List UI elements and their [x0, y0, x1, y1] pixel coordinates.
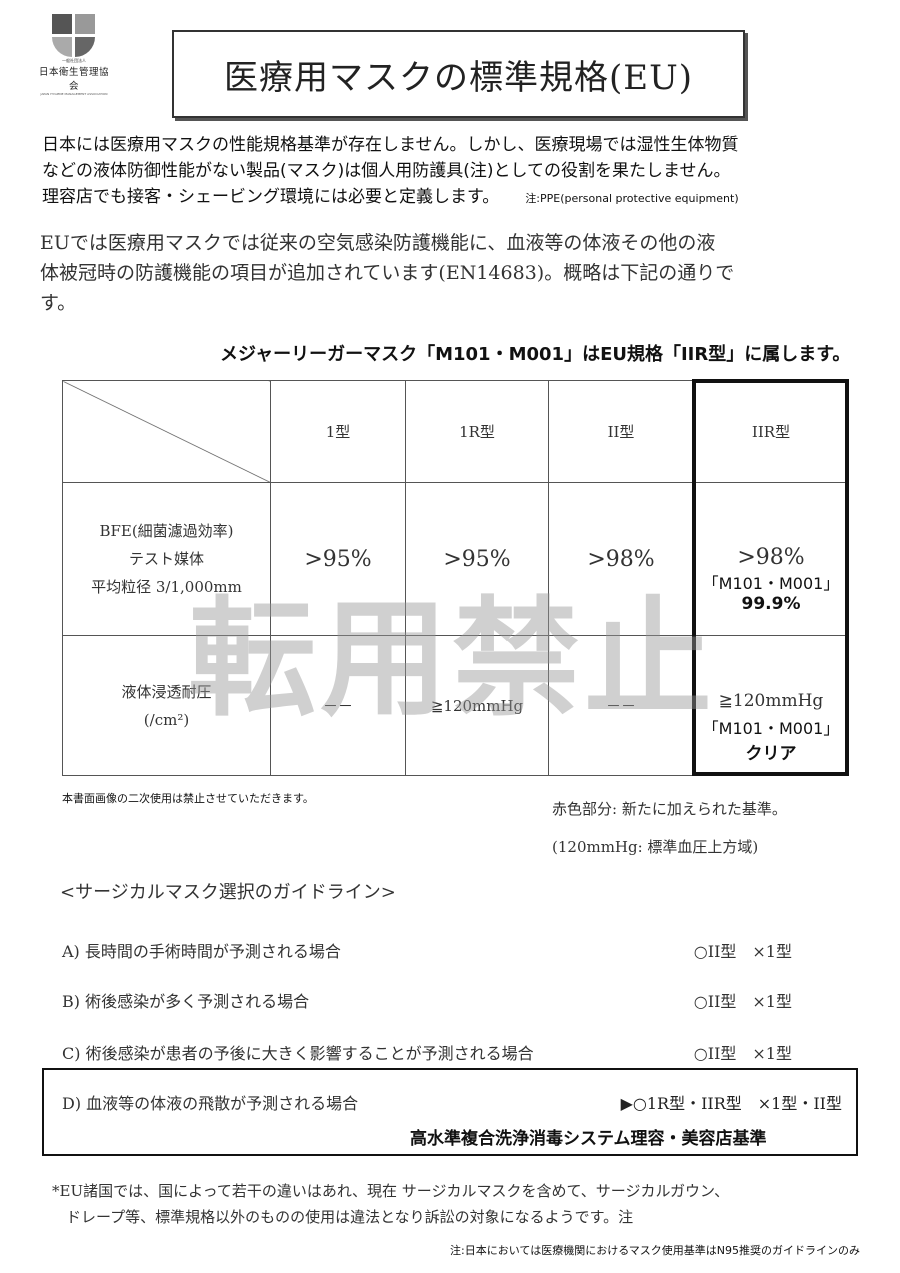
image-note: 本書面画像の二次使用は禁止させていただきます。: [62, 792, 314, 805]
highlight-column-frame: [692, 379, 849, 776]
paragraph-line: EUでは医療用マスクでは従来の空気感染防護機能に、血液等の体液その他の液: [40, 232, 716, 254]
intro-line: 理容店でも接客・シェービング環境には必要と定義します。: [42, 187, 500, 207]
footer-note: 注:日本においては医療機関におけるマスク使用基準はN95推奨のガイドラインのみ: [450, 1244, 860, 1257]
shield-icon: [52, 14, 96, 58]
legend-line: 赤色部分: 新たに加えられた基準。: [552, 800, 787, 818]
guideline-heading: <サージカルマスク選択のガイドライン>: [60, 882, 396, 903]
header-type-1: 1型: [270, 380, 406, 483]
ppe-note: 注:PPE(personal protective equipment): [525, 192, 739, 205]
cell: >98% 「M101・M001」 99.9%: [693, 482, 849, 636]
header-type-2r: IIR型: [693, 380, 849, 483]
footer-line: *EU諸国では、国によって若干の違いはあれ、現在 サージカルマスクを含めて、サー…: [52, 1182, 730, 1200]
row-label-fluid: 液体浸透耐圧 (/cm²): [62, 635, 271, 776]
paragraph-line: す。: [40, 292, 77, 314]
association-logo: 一般社団法人 日本衛生管理協会 JAPAN HYGIENE MANAGEMENT…: [38, 14, 110, 96]
guideline-item: D) 血液等の体液の飛散が予測される場合 ▶○1R型・IIR型 ×1型・II型: [62, 1094, 842, 1113]
standards-table: 1型 1R型 II型 IIR型 BFE(細菌濾過効率) テスト媒体 平均粒径 3/1…: [62, 380, 849, 776]
row-label-bfe: BFE(細菌濾過効率) テスト媒体 平均粒径 3/1,000mm: [62, 482, 271, 636]
guideline-item: B) 術後感染が多く予測される場合 ○II型 ×1型: [62, 992, 792, 1011]
watermark: 転用禁止: [188, 585, 717, 734]
footer-line: ドレープ等、標準規格以外のものの使用は違法となり訴訟の対象になるようです。注: [66, 1208, 634, 1226]
cell: ≧120mmHg 「M101・M001」 クリア: [693, 635, 849, 776]
logo-sub: 一般社団法人: [62, 58, 86, 63]
diagonal-header-cell: [62, 380, 271, 483]
salon-standard: 高水準複合洗浄消毒システム理容・美容店基準: [410, 1129, 767, 1149]
cell: >98%: [548, 482, 694, 636]
legend-line: (120mmHg: 標準血圧上方域): [552, 838, 759, 856]
highlight-line: メジャーリーガーマスク「M101・M001」はEU規格「IIR型」に属します。: [220, 344, 851, 365]
guideline-item: A) 長時間の手術時間が予測される場合 ○II型 ×1型: [62, 942, 792, 961]
cell: >95%: [405, 482, 549, 636]
header-type-1r: 1R型: [405, 380, 549, 483]
cell: ≧120mmHg: [405, 635, 549, 776]
cell: >95%: [270, 482, 406, 636]
legend: 赤色部分: 新たに加えられた基準。 (120mmHg: 標準血圧上方域): [552, 790, 787, 866]
cell: －－: [270, 635, 406, 776]
header-type-2: II型: [548, 380, 694, 483]
logo-name: 日本衛生管理協会: [38, 67, 109, 92]
cell: －－: [548, 635, 694, 776]
guideline-item: C) 術後感染が患者の予後に大きく影響することが予測される場合 ○II型 ×1型: [62, 1044, 792, 1063]
logo-english: JAPAN HYGIENE MANAGEMENT ASSOCIATION: [40, 92, 108, 96]
guideline-d-box: [42, 1068, 858, 1156]
footer-paragraph: *EU諸国では、国によって若干の違いはあれ、現在 サージカルマスクを含めて、サー…: [52, 1178, 872, 1230]
paragraph-line: 体被冠時の防護機能の項目が追加されています(EN14683)。概略は下記の通りで: [40, 262, 735, 284]
eu-paragraph: EUでは医療用マスクでは従来の空気感染防護機能に、血液等の体液その他の液 体被冠…: [40, 228, 860, 318]
page-title: 医療用マスクの標準規格(EU): [172, 30, 745, 118]
intro-line: 日本には医療用マスクの性能規格基準が存在しません。しかし、医療現場では湿性生体物…: [42, 135, 739, 155]
intro-line: などの液体防御性能がない製品(マスク)は個人用防護具(注)としての役割を果たしま…: [42, 161, 731, 181]
intro-text: 日本には医療用マスクの性能規格基準が存在しません。しかし、医療現場では湿性生体物…: [42, 132, 872, 212]
